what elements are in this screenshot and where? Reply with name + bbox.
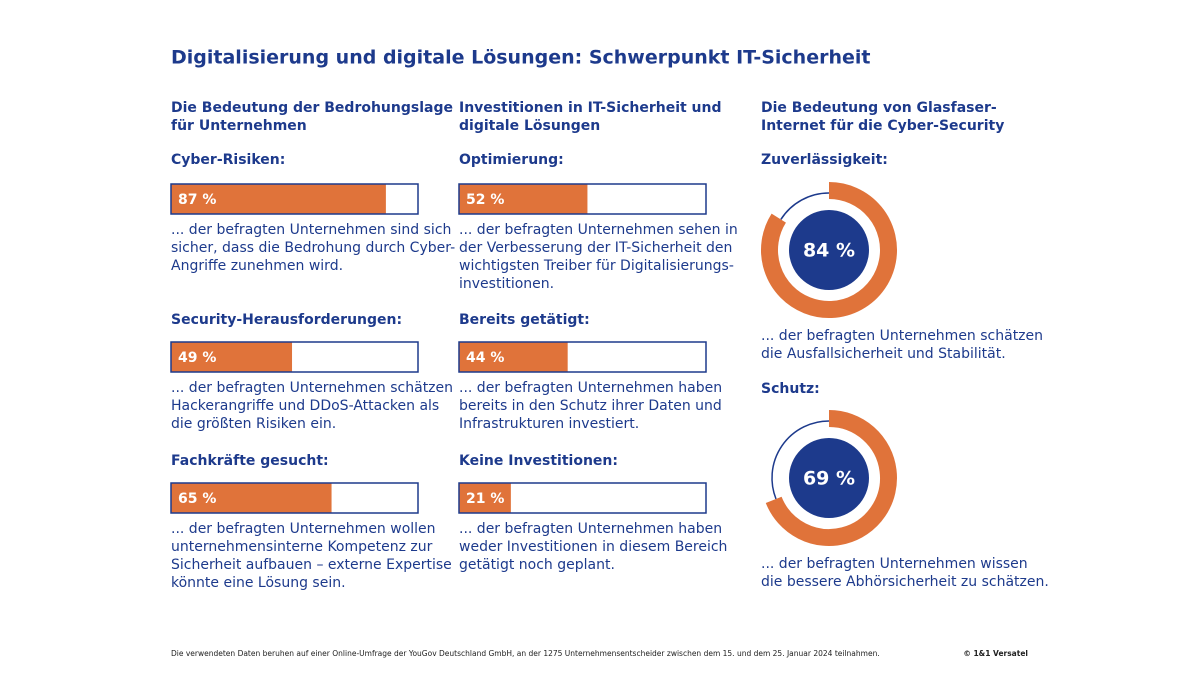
donut-rest (780, 192, 829, 220)
item-text: ... der befragten Unternehmen schätzen (761, 328, 1043, 344)
donut-rest (771, 420, 829, 500)
bar-frame (458, 341, 707, 373)
item-text: ... der befragten Unternehmen wissen (761, 556, 1028, 572)
copyright: © 1&1 Versatel (963, 649, 1028, 658)
item-text: unternehmensinterne Kompetenz zur (171, 539, 433, 555)
item-text: Infrastrukturen investiert. (459, 416, 639, 432)
item-text: ... der befragten Unternehmen haben (459, 521, 722, 537)
footer-note: Die verwendeten Daten beruhen auf einer … (171, 649, 880, 658)
column-heading: für Unternehmen (171, 118, 307, 134)
item-text: investitionen. (459, 276, 554, 292)
bar (459, 342, 568, 372)
item-text: Sicherheit aufbauen – externe Expertise (171, 557, 452, 573)
donut-value-label: 84 % (803, 240, 855, 262)
item-text: der Verbesserung der IT-Sicherheit den (459, 240, 732, 256)
donut-center (789, 210, 869, 290)
bar (459, 483, 511, 513)
bar-frame (170, 482, 419, 514)
item-text: ... der befragten Unternehmen haben (459, 380, 722, 396)
bar-value-label: 21 % (466, 491, 504, 507)
item-text: ... der befragten Unternehmen wollen (171, 521, 436, 537)
item-label: Bereits getätigt: (459, 312, 590, 328)
bar-frame (458, 482, 707, 514)
item-text: die bessere Abhörsicherheit zu schätzen. (761, 574, 1049, 590)
bar (171, 483, 332, 513)
item-text: könnte eine Lösung sein. (171, 575, 346, 591)
bar (171, 184, 386, 214)
column-heading: Internet für die Cyber-Security (761, 118, 1004, 134)
bar-value-label: 65 % (178, 491, 216, 507)
bar-value-label: 49 % (178, 350, 216, 366)
bar-value-label: 44 % (466, 350, 504, 366)
page-title: Digitalisierung und digitale Lösungen: S… (171, 47, 870, 69)
item-text: Hackerangriffe und DDoS-Attacken als (171, 398, 439, 414)
item-text: bereits in den Schutz ihrer Daten und (459, 398, 722, 414)
item-label: Optimierung: (459, 152, 564, 168)
item-text: wichtigsten Treiber für Digitalisierungs… (459, 258, 734, 274)
bar-frame (458, 183, 707, 215)
column-heading: Die Bedeutung der Bedrohungslage (171, 100, 453, 116)
item-text: ... der befragten Unternehmen sehen in (459, 222, 738, 238)
item-text: getätigt noch geplant. (459, 557, 615, 573)
item-text: die größten Risiken ein. (171, 416, 336, 432)
donut-center (789, 438, 869, 518)
item-label: Zuverlässigkeit: (761, 152, 888, 168)
item-label: Keine Investitionen: (459, 453, 618, 469)
item-text: ... der befragten Unternehmen schätzen (171, 380, 453, 396)
donut-arc (761, 182, 897, 318)
item-text: weder Investitionen in diesem Bereich (459, 539, 727, 555)
item-label: Security-Herausforderungen: (171, 312, 402, 328)
bar-frame (170, 183, 419, 215)
item-text: sicher, dass die Bedrohung durch Cyber- (171, 240, 455, 256)
bar (459, 184, 588, 214)
donut-value-label: 69 % (803, 468, 855, 490)
item-text: Angriffe zunehmen wird. (171, 258, 343, 274)
item-label: Schutz: (761, 381, 820, 397)
column-heading: Die Bedeutung von Glasfaser- (761, 100, 997, 116)
bar (171, 342, 293, 372)
item-label: Cyber-Risiken: (171, 152, 285, 168)
column-heading: digitale Lösungen (459, 118, 600, 134)
item-text: die Ausfallsicherheit und Stabilität. (761, 346, 1006, 362)
bar-frame (170, 341, 419, 373)
item-label: Fachkräfte gesucht: (171, 453, 329, 469)
bar-value-label: 87 % (178, 192, 216, 208)
item-text: ... der befragten Unternehmen sind sich (171, 222, 451, 238)
column-heading: Investitionen in IT-Sicherheit und (459, 100, 722, 116)
bar-value-label: 52 % (466, 192, 504, 208)
donut-arc (765, 410, 897, 546)
